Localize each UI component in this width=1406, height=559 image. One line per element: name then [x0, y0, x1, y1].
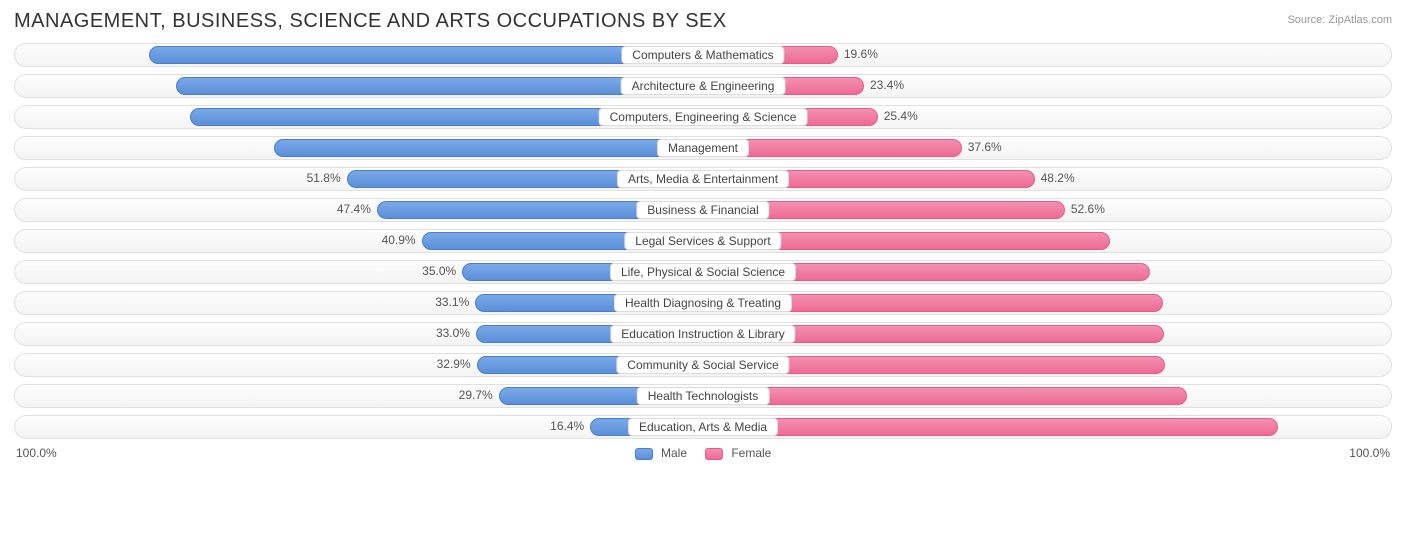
male-bar — [149, 46, 703, 64]
chart-row: 51.8% 48.2% Arts, Media & Entertainment — [14, 167, 1392, 191]
category-label: Health Technologists — [637, 387, 770, 405]
category-label: Business & Financial — [636, 201, 769, 219]
category-label: Community & Social Service — [616, 356, 789, 374]
chart-row: 80.5%19.6%Computers & Mathematics — [14, 43, 1392, 67]
female-swatch-icon — [705, 448, 723, 460]
chart-row: 33.0%67.0%Education Instruction & Librar… — [14, 322, 1392, 346]
male-pct-label: 35.0% — [422, 264, 456, 278]
axis-left-label: 100.0% — [16, 446, 57, 460]
male-pct-label: 32.9% — [437, 357, 471, 371]
female-bar — [703, 387, 1187, 405]
category-label: Arts, Media & Entertainment — [617, 170, 789, 188]
chart-footer: 100.0% Male Female 100.0% — [14, 446, 1392, 460]
female-pct-label: 48.2% — [1041, 171, 1075, 185]
axis-right-label: 100.0% — [1349, 446, 1390, 460]
chart-row: 47.4% 52.6% Business & Financial — [14, 198, 1392, 222]
chart-header: MANAGEMENT, BUSINESS, SCIENCE AND ARTS O… — [14, 10, 1392, 33]
male-pct-label: 47.4% — [337, 202, 371, 216]
male-pct-label: 29.7% — [459, 388, 493, 402]
legend-female-label: Female — [731, 446, 771, 460]
male-pct-label: 16.4% — [550, 419, 584, 433]
chart-row: 32.9%67.1%Community & Social Service — [14, 353, 1392, 377]
chart-row: 62.4%37.6%Management — [14, 136, 1392, 160]
chart-row: 40.9%59.1%Legal Services & Support — [14, 229, 1392, 253]
male-pct-label: 51.8% — [307, 171, 341, 185]
chart-row: 16.4%83.6%Education, Arts & Media — [14, 415, 1392, 439]
male-swatch-icon — [635, 448, 653, 460]
category-label: Computers & Mathematics — [621, 46, 784, 64]
legend-male: Male — [635, 446, 687, 460]
female-pct-label: 52.6% — [1071, 202, 1105, 216]
chart-row: 35.0%65.0%Life, Physical & Social Scienc… — [14, 260, 1392, 284]
male-pct-label: 33.0% — [436, 326, 470, 340]
chart-source: Source: ZipAtlas.com — [1287, 10, 1392, 26]
chart-row: 33.1%66.9%Health Diagnosing & Treating — [14, 291, 1392, 315]
female-pct-label: 37.6% — [968, 140, 1002, 154]
source-name: ZipAtlas.com — [1328, 14, 1392, 26]
category-label: Health Diagnosing & Treating — [614, 294, 792, 312]
female-pct-label: 25.4% — [884, 109, 918, 123]
female-bar — [703, 418, 1278, 436]
category-label: Architecture & Engineering — [621, 77, 786, 95]
source-label: Source: — [1287, 14, 1325, 26]
category-label: Life, Physical & Social Science — [610, 263, 796, 281]
male-bar — [274, 139, 703, 157]
category-label: Management — [657, 139, 749, 157]
chart-title: MANAGEMENT, BUSINESS, SCIENCE AND ARTS O… — [14, 10, 727, 33]
category-label: Legal Services & Support — [624, 232, 781, 250]
diverging-bar-chart: 80.5%19.6%Computers & Mathematics76.6%23… — [14, 43, 1392, 439]
female-pct-label: 19.6% — [844, 47, 878, 61]
chart-row: 29.7%70.3%Health Technologists — [14, 384, 1392, 408]
category-label: Computers, Engineering & Science — [599, 108, 808, 126]
male-pct-label: 40.9% — [382, 233, 416, 247]
chart-row: 74.6%25.4%Computers, Engineering & Scien… — [14, 105, 1392, 129]
category-label: Education, Arts & Media — [628, 418, 778, 436]
category-label: Education Instruction & Library — [610, 325, 795, 343]
female-pct-label: 23.4% — [870, 78, 904, 92]
male-pct-label: 33.1% — [435, 295, 469, 309]
chart-legend: Male Female — [635, 446, 772, 460]
legend-female: Female — [705, 446, 771, 460]
chart-row: 76.6%23.4%Architecture & Engineering — [14, 74, 1392, 98]
legend-male-label: Male — [661, 446, 687, 460]
